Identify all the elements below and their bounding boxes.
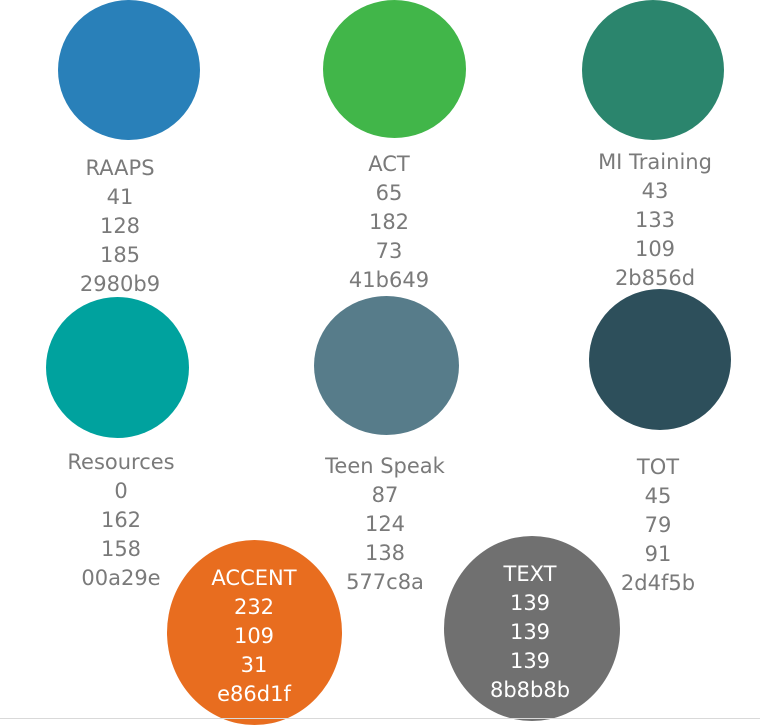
- swatch-circle-resources: [46, 297, 189, 438]
- swatch-r: 65: [375, 181, 403, 205]
- swatch-circle-tot: [589, 289, 731, 430]
- swatch-name: Teen Speak: [325, 454, 445, 478]
- swatch-g: 128: [99, 214, 141, 238]
- swatch-label-mi-training: MI Training 43 133 109 2b856d: [585, 148, 725, 293]
- swatch-b: 158: [100, 537, 142, 561]
- swatch-label-teen-speak: Teen Speak 87 124 138 577c8a: [315, 452, 455, 597]
- swatch-circle-teen-speak: [314, 296, 459, 435]
- swatch-b: 139: [509, 649, 551, 673]
- swatch-hex: 2b856d: [614, 266, 696, 290]
- swatch-g: 133: [634, 208, 676, 232]
- swatch-name: TOT: [636, 455, 680, 479]
- swatch-circle-accent: [167, 540, 342, 725]
- swatch-label-accent: ACCENT 232 109 31 e86d1f: [194, 564, 314, 709]
- swatch-r: 232: [233, 595, 275, 619]
- swatch-g: 79: [644, 513, 672, 537]
- divider: [0, 718, 760, 719]
- swatch-g: 162: [100, 508, 142, 532]
- swatch-hex: 8b8b8b: [489, 678, 571, 702]
- swatch-b: 31: [240, 653, 268, 677]
- swatch-b: 138: [364, 541, 406, 565]
- swatch-name: RAAPS: [85, 156, 155, 180]
- swatch-name: ACCENT: [211, 566, 297, 590]
- swatch-r: 41: [106, 185, 134, 209]
- swatch-r: 45: [644, 484, 672, 508]
- swatch-name: Resources: [67, 450, 175, 474]
- swatch-circle-mi-training: [582, 0, 724, 140]
- swatch-b: 109: [634, 237, 676, 261]
- swatch-hex: 00a29e: [81, 566, 161, 590]
- swatch-hex: 577c8a: [346, 570, 424, 594]
- swatch-r: 43: [641, 179, 669, 203]
- swatch-circle-raaps: [58, 0, 200, 140]
- swatch-hex: 2980b9: [79, 272, 161, 296]
- swatch-g: 124: [364, 512, 406, 536]
- swatch-b: 185: [99, 243, 141, 267]
- swatch-label-tot: TOT 45 79 91 2d4f5b: [598, 453, 718, 598]
- swatch-label-text: TEXT 139 139 139 8b8b8b: [470, 560, 590, 705]
- swatch-hex: 2d4f5b: [620, 571, 696, 595]
- swatch-r: 87: [371, 483, 399, 507]
- swatch-name: MI Training: [598, 150, 712, 174]
- swatch-r: 0: [114, 479, 128, 503]
- swatch-b: 73: [375, 239, 403, 263]
- swatch-g: 109: [233, 624, 275, 648]
- swatch-r: 139: [509, 591, 551, 615]
- swatch-label-raaps: RAAPS 41 128 185 2980b9: [60, 154, 180, 299]
- swatch-g: 182: [368, 210, 410, 234]
- swatch-circle-text: [444, 536, 620, 721]
- swatch-name: TEXT: [503, 562, 557, 586]
- swatch-hex: e86d1f: [217, 682, 291, 706]
- swatch-circle-act: [323, 0, 466, 138]
- swatch-b: 91: [644, 542, 672, 566]
- swatch-label-resources: Resources 0 162 158 00a29e: [56, 448, 186, 593]
- swatch-label-act: ACT 65 182 73 41b649: [329, 150, 449, 295]
- swatch-hex: 41b649: [348, 268, 430, 292]
- swatch-name: ACT: [368, 152, 410, 176]
- swatch-g: 139: [509, 620, 551, 644]
